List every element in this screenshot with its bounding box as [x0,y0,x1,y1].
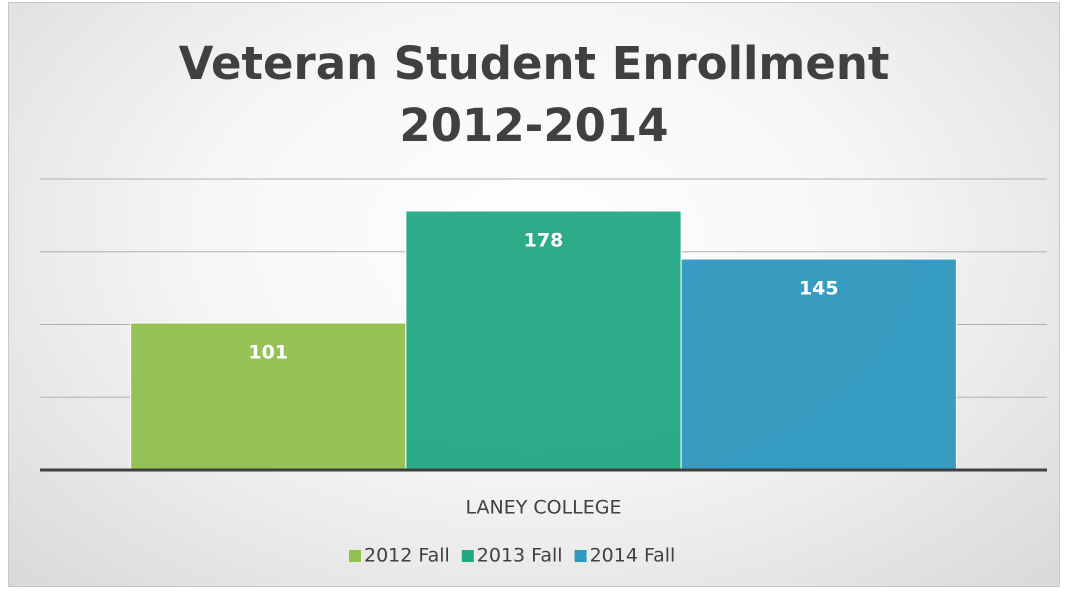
chart-title: Veteran Student Enrollment 2012-2014 [178,37,890,152]
bar [405,210,682,471]
legend-label: 2014 Fall [590,545,676,567]
bar [130,322,407,471]
legend-swatch [461,550,474,562]
x-tick-label: LANEY COLLEGE [465,497,621,519]
bar [680,258,957,471]
legend-swatch [349,550,361,562]
chart-frame: Veteran Student Enrollment 2012-2014 101… [8,2,1060,587]
data-label: 145 [799,278,839,300]
legend-swatch [574,550,587,562]
legend-label: 2012 Fall [364,545,450,567]
data-label: 101 [248,342,288,364]
data-label: 178 [524,230,564,252]
chart: 101 178 145 LANEY COLLEGE 2012 Fall 2013 Fall… [40,178,1047,567]
legend-label: 2013 Fall [477,545,563,567]
